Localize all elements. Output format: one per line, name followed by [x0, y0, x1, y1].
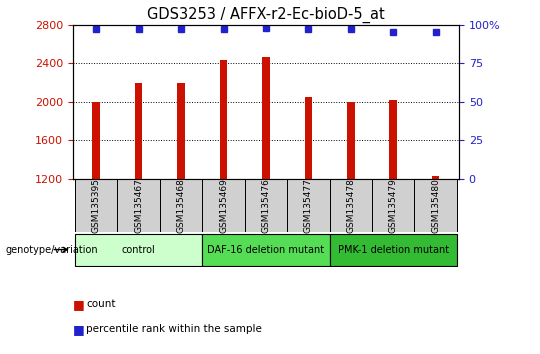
Bar: [305, 97, 312, 179]
Text: GSM135468: GSM135468: [177, 178, 186, 233]
Text: GSM135477: GSM135477: [304, 178, 313, 233]
Bar: [372, 179, 415, 232]
Bar: [347, 102, 355, 179]
Bar: [389, 100, 397, 179]
Bar: [75, 179, 118, 232]
Text: GSM135476: GSM135476: [261, 178, 271, 233]
Bar: [245, 179, 287, 232]
Text: GSM135479: GSM135479: [389, 178, 398, 233]
Title: GDS3253 / AFFX-r2-Ec-bioD-5_at: GDS3253 / AFFX-r2-Ec-bioD-5_at: [147, 7, 385, 23]
Bar: [329, 234, 457, 266]
Text: GSM135469: GSM135469: [219, 178, 228, 233]
Text: GSM135395: GSM135395: [92, 178, 101, 233]
Text: ■: ■: [73, 323, 85, 336]
Text: GSM135478: GSM135478: [346, 178, 355, 233]
Text: DAF-16 deletion mutant: DAF-16 deletion mutant: [207, 245, 325, 255]
Bar: [287, 179, 329, 232]
Bar: [414, 179, 457, 232]
Bar: [177, 82, 185, 179]
Text: count: count: [86, 299, 116, 309]
Text: ■: ■: [73, 298, 85, 311]
Bar: [220, 61, 227, 179]
Bar: [135, 82, 143, 179]
Bar: [202, 179, 245, 232]
Bar: [118, 179, 160, 232]
Text: GSM135480: GSM135480: [431, 178, 440, 233]
Bar: [92, 102, 100, 179]
Text: genotype/variation: genotype/variation: [5, 245, 98, 255]
Bar: [329, 179, 372, 232]
Text: GSM135467: GSM135467: [134, 178, 143, 233]
Bar: [432, 176, 440, 179]
Bar: [160, 179, 202, 232]
Text: percentile rank within the sample: percentile rank within the sample: [86, 324, 262, 334]
Text: PMK-1 deletion mutant: PMK-1 deletion mutant: [338, 245, 449, 255]
Bar: [202, 234, 329, 266]
Text: control: control: [122, 245, 156, 255]
Bar: [262, 57, 270, 179]
Bar: [75, 234, 202, 266]
